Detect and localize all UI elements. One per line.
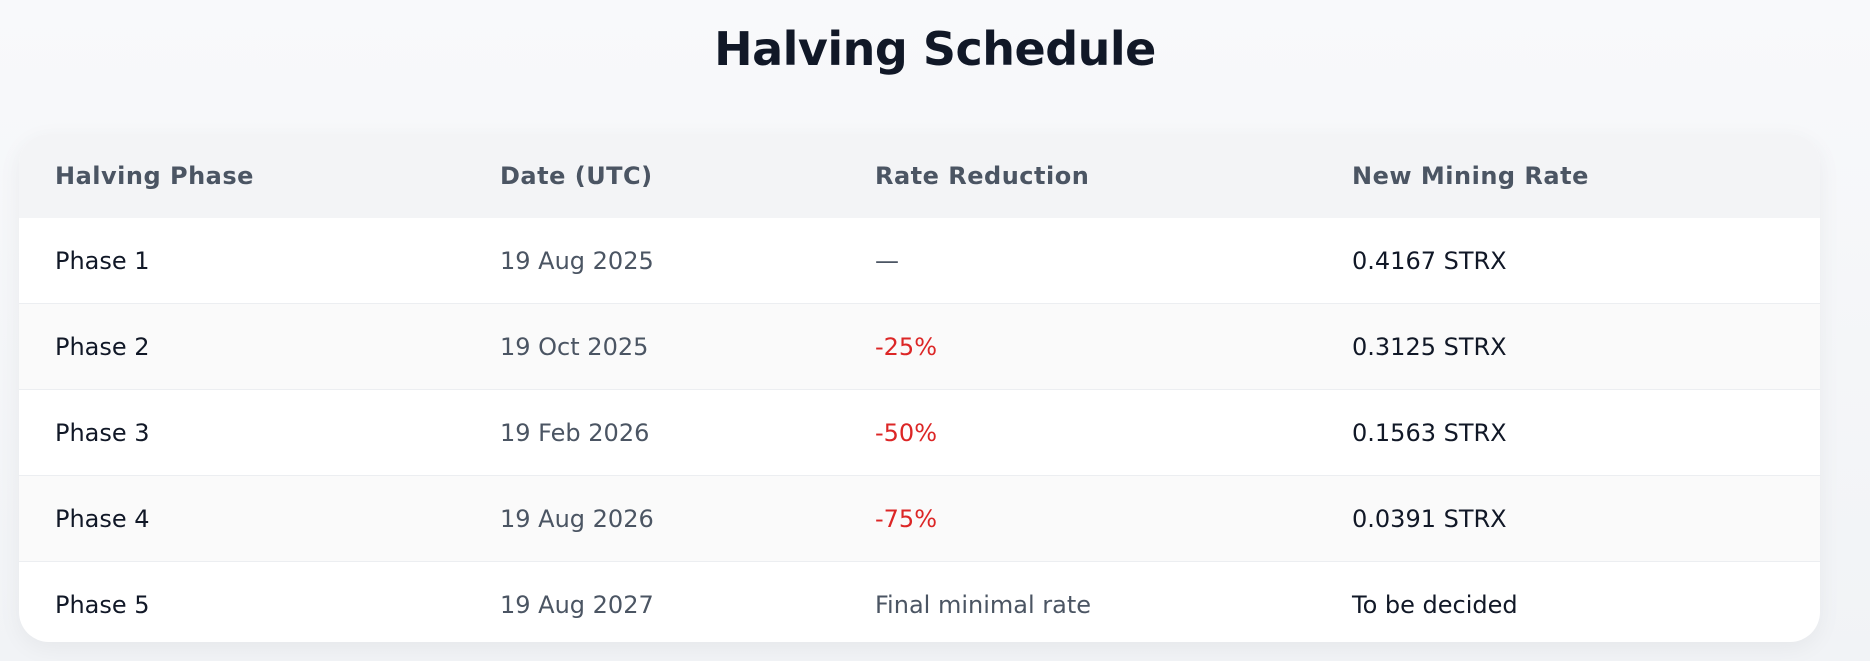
table-cell: -25%: [875, 332, 938, 361]
table-cell: Phase 3: [55, 418, 150, 447]
table-row: Phase 3 19 Feb 2026 -50% 0.1563 STRX: [19, 390, 1820, 476]
table-row: Phase 4 19 Aug 2026 -75% 0.0391 STRX: [19, 476, 1820, 562]
table-cell: Phase 5: [55, 590, 150, 619]
table-cell: —: [875, 246, 899, 275]
column-header: Date (UTC): [500, 162, 653, 190]
table-cell: To be decided: [1352, 590, 1518, 619]
table-cell: -75%: [875, 504, 938, 533]
table-cell: 0.0391 STRX: [1352, 504, 1507, 533]
table-cell: Phase 2: [55, 332, 150, 361]
table-cell: 19 Aug 2025: [500, 246, 654, 275]
table-cell: 19 Oct 2025: [500, 332, 649, 361]
table-cell: 0.3125 STRX: [1352, 332, 1507, 361]
table-cell: 0.1563 STRX: [1352, 418, 1507, 447]
table-row: Phase 1 19 Aug 2025 — 0.4167 STRX: [19, 218, 1820, 304]
table-header-row: Halving Phase Date (UTC) Rate Reduction New…: [19, 134, 1820, 218]
schedule-table: Halving Phase Date (UTC) Rate Reduction New…: [19, 134, 1820, 642]
table-cell: 19 Aug 2027: [500, 590, 654, 619]
column-header: Halving Phase: [55, 162, 254, 190]
table-row: Phase 5 19 Aug 2027 Final minimal rate To b…: [19, 562, 1820, 642]
table-cell: Final minimal rate: [875, 590, 1091, 619]
table-cell: -50%: [875, 418, 938, 447]
column-header: Rate Reduction: [875, 162, 1090, 190]
table-cell: 19 Aug 2026: [500, 504, 654, 533]
table-row: Phase 2 19 Oct 2025 -25% 0.3125 STRX: [19, 304, 1820, 390]
column-header: New Mining Rate: [1352, 162, 1589, 190]
table-cell: 19 Feb 2026: [500, 418, 650, 447]
page-title: Halving Schedule: [714, 22, 1156, 76]
table-cell: 0.4167 STRX: [1352, 246, 1507, 275]
table-cell: Phase 1: [55, 246, 150, 275]
table-cell: Phase 4: [55, 504, 150, 533]
